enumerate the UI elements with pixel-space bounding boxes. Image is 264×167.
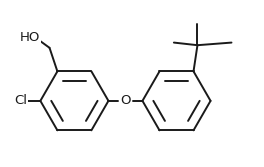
- Text: Cl: Cl: [14, 94, 27, 107]
- Text: O: O: [120, 94, 131, 107]
- Text: HO: HO: [20, 31, 40, 44]
